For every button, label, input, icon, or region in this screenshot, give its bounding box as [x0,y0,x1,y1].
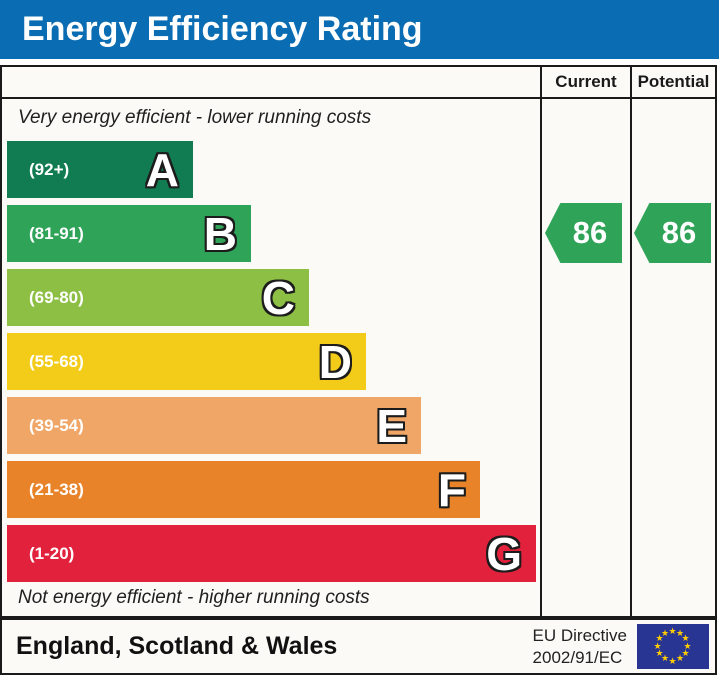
eu-directive-line2: 2002/91/EC [532,647,623,667]
band-e-range: (39-54) [29,415,84,435]
band-f-range: (21-38) [29,479,84,499]
potential-rating-arrow: 86 [634,203,711,263]
band-a: (92+) A [7,141,193,198]
bottom-note: Not energy efficient - higher running co… [18,587,370,608]
band-f: (21-38) F [7,461,480,518]
band-g-letter: G [486,527,522,580]
current-column-header: Current [555,72,617,91]
band-g: (1-20) G [7,525,536,582]
band-a-range: (92+) [29,159,70,179]
band-e-letter: E [376,399,407,452]
band-d-range: (55-68) [29,351,84,371]
rating-table: Current Potential Very energy efficient … [0,65,717,618]
band-d: (55-68) D [7,333,366,390]
eu-flag-stars: ★ ★ ★ ★ ★ ★ ★ ★ ★ ★ ★ ★ [653,625,692,666]
current-column-divider [540,67,542,616]
region-label: England, Scotland & Wales [16,632,338,660]
band-a-letter: A [145,143,179,196]
band-c-range: (69-80) [29,287,84,307]
band-g-range: (1-20) [29,543,75,563]
band-c-letter: C [261,271,295,324]
band-b-range: (81-91) [29,223,84,243]
band-d-letter: D [318,335,352,388]
page-title: Energy Efficiency Rating [22,10,423,48]
top-note: Very energy efficient - lower running co… [18,107,372,128]
band-b: (81-91) B [7,205,251,262]
current-rating-arrow: 86 [545,203,622,263]
potential-column-divider [630,67,632,616]
band-c: (69-80) C [7,269,309,326]
eu-directive-line1: EU Directive [532,626,627,646]
band-f-letter: F [437,463,466,516]
header-underline [2,97,715,99]
title-bar: Energy Efficiency Rating [0,0,719,59]
band-b-letter: B [203,207,237,260]
band-e: (39-54) E [7,397,421,454]
rating-bands: (92+) A (81-91) B (69-80) C (55-68) D (3… [7,141,536,589]
potential-rating-value: 86 [661,215,697,250]
potential-column-header: Potential [637,72,710,91]
eu-directive-label: EU Directive 2002/91/EC [533,625,627,668]
eu-flag-icon: ★ ★ ★ ★ ★ ★ ★ ★ ★ ★ ★ ★ [637,624,709,669]
current-rating-value: 86 [572,215,608,250]
footer: England, Scotland & Wales EU Directive 2… [0,618,717,675]
